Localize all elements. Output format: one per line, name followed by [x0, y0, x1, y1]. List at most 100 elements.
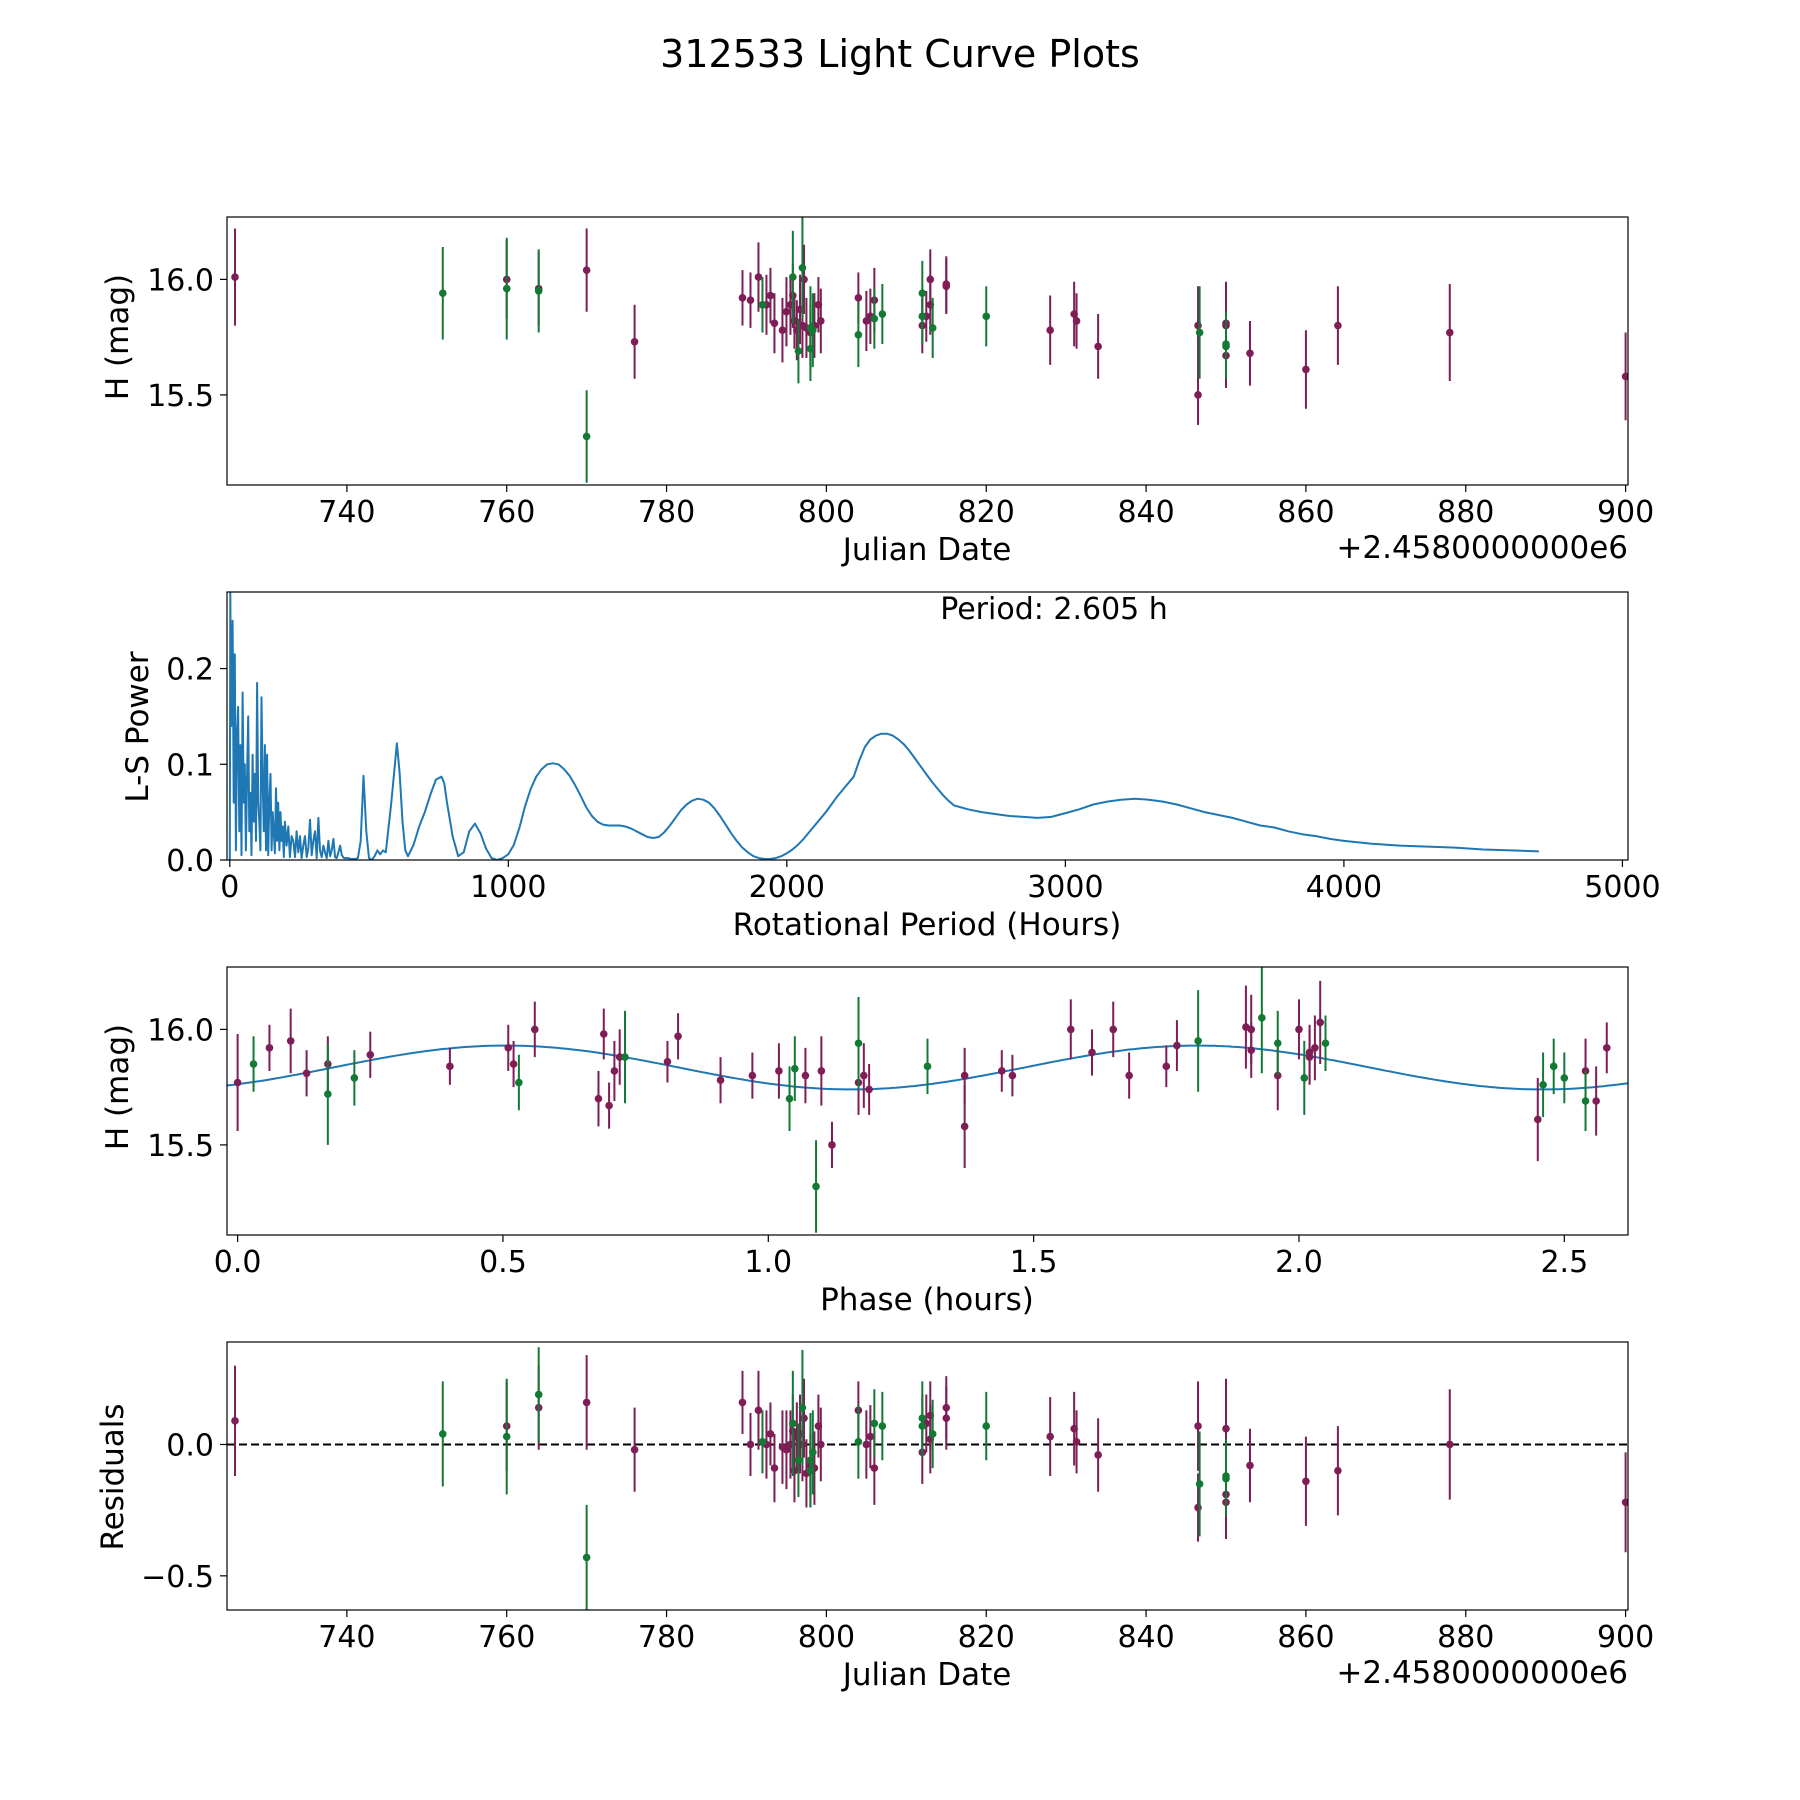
phase-zr-point [1173, 1041, 1181, 1050]
residuals-zr-point [1194, 1422, 1202, 1430]
residuals-offset-text: +2.4580000000e6 [1336, 1655, 1628, 1691]
phase-plot-area [227, 967, 1628, 1233]
time-zg-point [438, 289, 447, 298]
phase-zr-point [446, 1062, 454, 1071]
periodogram-xlabel: Rotational Period (Hours) [733, 907, 1122, 943]
residuals-zg-point [758, 1438, 767, 1446]
phase-zg-point [791, 1064, 799, 1073]
phase-zr-point [748, 1071, 757, 1080]
residuals-zr-point [866, 1432, 875, 1441]
phase-zr-point [1066, 1025, 1075, 1034]
phase-zr-point [828, 1141, 836, 1149]
time-zr-point [746, 296, 755, 304]
residuals-zg-point [438, 1430, 447, 1438]
time-zg-point [809, 326, 817, 335]
phase-zr-point [997, 1067, 1006, 1075]
phase-zg-point [923, 1062, 932, 1071]
residuals-zg-point [870, 1419, 879, 1428]
residuals-xlabel: Julian Date [841, 1657, 1012, 1693]
residuals-xtick-label: 840 [1117, 1620, 1174, 1655]
time-zg-point [794, 347, 803, 355]
phase-zr-point [1305, 1048, 1314, 1057]
time-zr-point [926, 275, 935, 284]
time-zr-point [770, 319, 779, 328]
residuals-zg-point [854, 1438, 863, 1446]
time-xtick-label: 900 [1597, 495, 1654, 530]
phase-zr-point [1008, 1071, 1017, 1080]
time-zr-point [754, 273, 763, 281]
residuals-zr-point [231, 1417, 239, 1425]
residuals-axes-frame [226, 1341, 1629, 1611]
phase-xtick-label: 0.5 [479, 1245, 527, 1280]
phase-ylabel: H (mag) [100, 1024, 136, 1150]
residuals-zr-point [1246, 1461, 1254, 1470]
time-ylabel: H (mag) [100, 274, 136, 400]
phase-zr-point [663, 1057, 672, 1066]
residuals-zg-point [928, 1430, 937, 1438]
phase-zr-point [1247, 1025, 1256, 1034]
residuals-zr-point [782, 1445, 791, 1454]
residuals-zg-point [809, 1448, 817, 1457]
panel-residuals: 740 760 780 800 820 840 860 880 900 0.0 −0.5 [141, 1341, 1654, 1655]
phase-zg-point [515, 1078, 523, 1087]
time-zg-point [534, 287, 543, 295]
time-xlabel: Julian Date [841, 532, 1012, 568]
periodogram-plot-area [228, 592, 1539, 860]
time-xtick-label: 780 [638, 495, 695, 530]
phase-zr-point [509, 1060, 518, 1068]
time-ytick-label: 15.5 [147, 379, 214, 414]
residuals-zr-point [942, 1414, 951, 1422]
residuals-zr-point [1621, 1498, 1628, 1507]
residuals-xtick-label: 740 [318, 1620, 375, 1655]
periodogram-xtick-label: 2000 [749, 870, 825, 905]
residuals-zr-point [817, 1440, 825, 1449]
residuals-zg-point [534, 1390, 543, 1399]
time-zg-point [1195, 328, 1204, 337]
phase-xtick-label: 2.0 [1275, 1245, 1323, 1280]
phase-zr-point [233, 1078, 242, 1087]
periodogram-xtick-label: 1000 [470, 870, 546, 905]
time-zr-point [1445, 328, 1454, 337]
residuals-zr-point [738, 1398, 747, 1407]
time-zg-point [1222, 342, 1230, 351]
periodogram-xtick-label: 0 [220, 870, 239, 905]
periodogram-power-line [228, 592, 1539, 860]
time-zg-point [582, 432, 591, 441]
residuals-zr-point [582, 1398, 591, 1407]
time-xtick-label: 760 [478, 495, 535, 530]
residuals-zg-point [789, 1419, 797, 1428]
time-xtick-label: 860 [1277, 495, 1334, 530]
phase-zg-point [1549, 1062, 1558, 1071]
phase-zr-point [1602, 1044, 1611, 1052]
residuals-xtick-label: 820 [958, 1620, 1015, 1655]
phase-zg-point [621, 1053, 629, 1061]
time-zg-point [878, 310, 887, 318]
residuals-zr-point [1302, 1477, 1310, 1486]
time-zg-point [854, 331, 863, 339]
phase-zg-point [324, 1090, 332, 1098]
residuals-zr-point [1094, 1451, 1102, 1459]
residuals-zr-point [800, 1414, 808, 1422]
phase-ytick-label: 15.5 [147, 1129, 214, 1164]
time-zg-point [870, 314, 879, 323]
phase-zr-point [817, 1067, 826, 1075]
residuals-zg-point [982, 1422, 991, 1430]
phase-zr-point [1592, 1097, 1600, 1105]
time-zg-point [982, 312, 991, 321]
phase-zr-point [605, 1101, 613, 1110]
phase-zr-point [860, 1071, 868, 1080]
phase-zg-point [785, 1094, 794, 1103]
phase-zr-point [286, 1037, 295, 1045]
periodogram-ytick-label: 0.1 [166, 748, 214, 783]
phase-zg-point [1581, 1097, 1590, 1105]
residuals-xtick-label: 800 [798, 1620, 855, 1655]
phase-zg-point [1321, 1039, 1330, 1048]
phase-zg-point [1194, 1037, 1202, 1045]
phase-zr-point [960, 1122, 969, 1131]
phase-zr-point [674, 1032, 682, 1041]
residuals-zg-point [1195, 1480, 1204, 1488]
phase-zr-point [265, 1044, 274, 1052]
phase-xlabel: Phase (hours) [820, 1282, 1034, 1318]
phase-zg-point [350, 1074, 359, 1082]
